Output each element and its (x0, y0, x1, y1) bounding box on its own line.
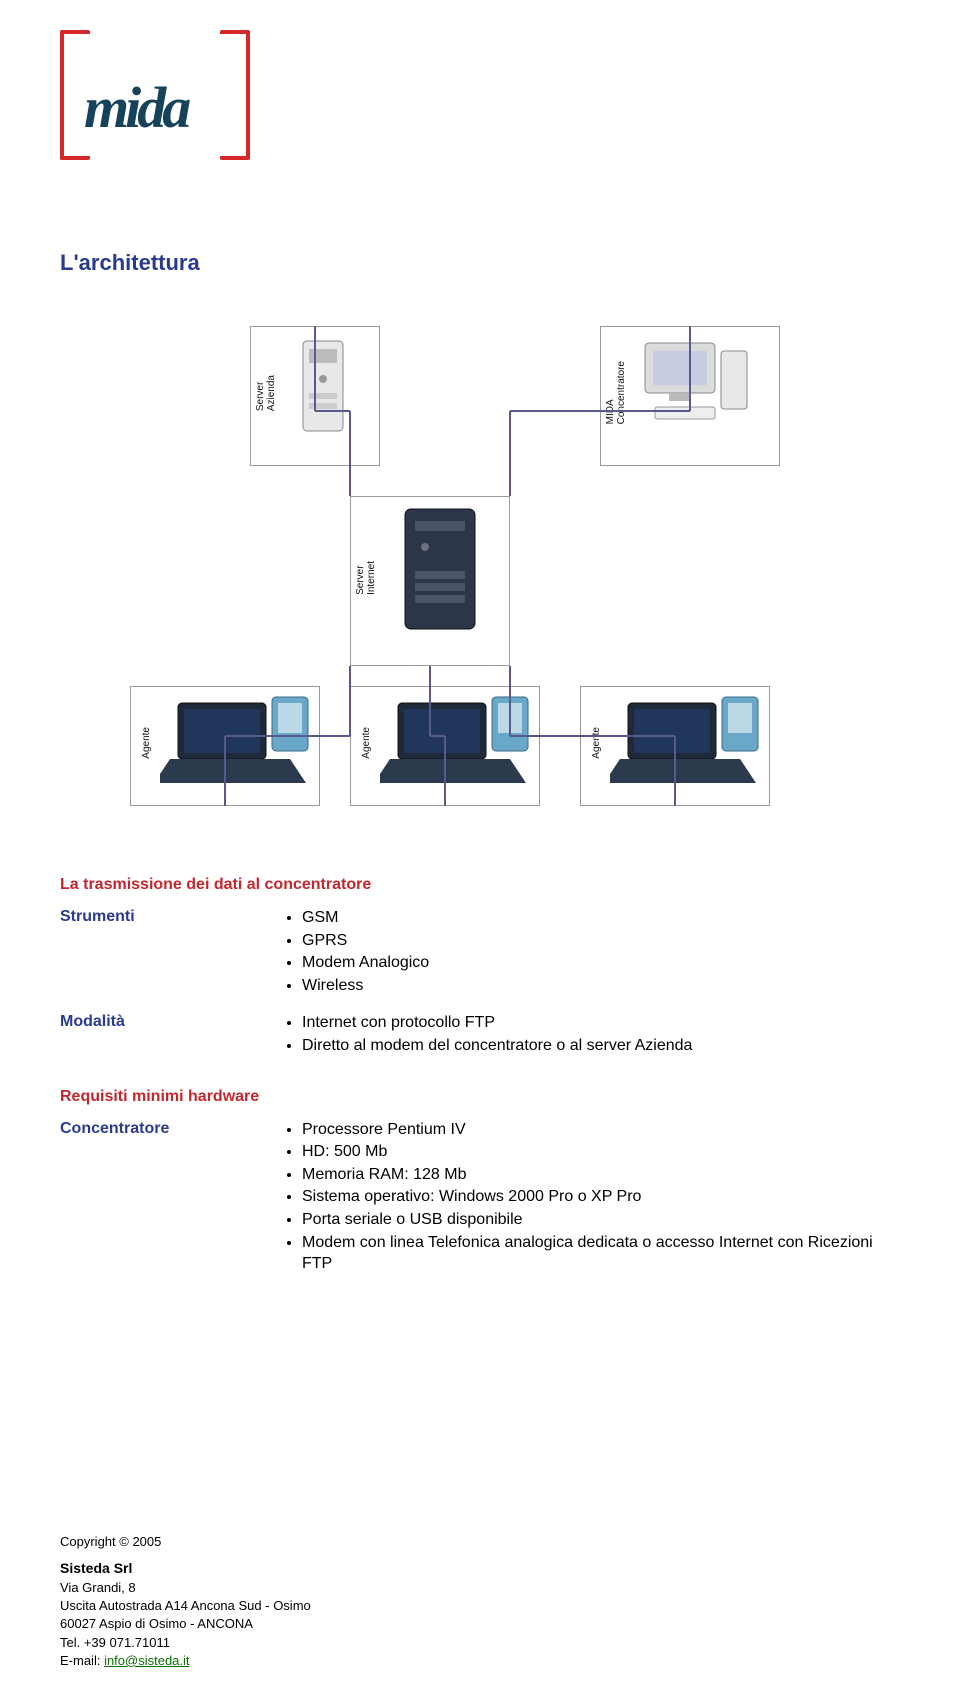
footer-line: 60027 Aspio di Osimo - ANCONA (60, 1615, 311, 1633)
diagram-edge (689, 326, 691, 411)
list-item: Porta seriale o USB disponibile (302, 1209, 900, 1231)
footer-address: Via Grandi, 8Uscita Autostrada A14 Ancon… (60, 1579, 311, 1652)
node-label: MIDA Concentratore (605, 361, 627, 424)
diagram-edge (315, 410, 350, 412)
diagram-edge (444, 736, 446, 806)
logo-block: mida (60, 30, 900, 170)
company-name: Sisteda Srl (60, 1559, 311, 1579)
requisiti-heading: Requisiti minimi hardware (60, 1088, 900, 1106)
tower-icon (285, 333, 375, 453)
diagram-edge (510, 410, 690, 412)
email-link[interactable]: info@sisteda.it (104, 1653, 189, 1668)
list-item: Diretto al modem del concentratore o al … (302, 1035, 900, 1057)
node-label: Server Azienda (255, 375, 277, 411)
node-label: Agente (141, 727, 152, 759)
list-item: Memoria RAM: 128 Mb (302, 1164, 900, 1186)
diagram-edge (509, 666, 511, 736)
list-item: GSM (302, 907, 900, 929)
modalita-label: Modalità (60, 1011, 280, 1031)
diagram-edge (349, 411, 351, 496)
footer-email: E-mail: info@sisteda.it (60, 1652, 311, 1670)
node-label: Agente (361, 727, 372, 759)
diagram-edge (510, 735, 675, 737)
list-item: Wireless (302, 975, 900, 997)
copyright: Copyright © 2005 (60, 1533, 311, 1551)
logo-wordmark: mida (84, 74, 187, 141)
diagram-edge (429, 666, 431, 736)
modalita-row: Modalità Internet con protocollo FTPDire… (60, 1011, 900, 1057)
diagram-edge (509, 411, 511, 496)
node-label: Server Internet (355, 561, 377, 595)
bracket-right-icon (220, 30, 250, 160)
concentratore-row: Concentratore Processore Pentium IVHD: 5… (60, 1118, 900, 1276)
requisiti-list: Processore Pentium IVHD: 500 MbMemoria R… (302, 1119, 900, 1275)
diagram-edge (349, 666, 351, 736)
laptop-icon (160, 693, 310, 793)
spec-table: Strumenti GSMGPRSModem AnalogicoWireless… (60, 906, 900, 1058)
email-prefix: E-mail: (60, 1653, 104, 1668)
transmission-heading: La trasmissione dei dati al concentrator… (60, 876, 900, 894)
node-label: Agente (591, 727, 602, 759)
server-icon (385, 503, 505, 653)
page-footer: Copyright © 2005 Sisteda Srl Via Grandi,… (60, 1533, 311, 1670)
footer-line: Uscita Autostrada A14 Ancona Sud - Osimo (60, 1597, 311, 1615)
strumenti-list: GSMGPRSModem AnalogicoWireless (302, 907, 900, 996)
footer-line: Tel. +39 071.71011 (60, 1634, 311, 1652)
diagram-edge (430, 735, 445, 737)
list-item: GPRS (302, 930, 900, 952)
desktop-icon (635, 333, 775, 453)
list-item: Internet con protocollo FTP (302, 1012, 900, 1034)
laptop-icon (380, 693, 530, 793)
list-item: HD: 500 Mb (302, 1141, 900, 1163)
architecture-diagram: Server Azienda MIDA Concentratore Server I… (60, 316, 790, 816)
footer-line: Via Grandi, 8 (60, 1579, 311, 1597)
list-item: Modem con linea Telefonica analogica ded… (302, 1232, 900, 1275)
diagram-node-server-internet: Server Internet (350, 496, 510, 666)
laptop-icon (610, 693, 760, 793)
list-item: Modem Analogico (302, 952, 900, 974)
diagram-edge (225, 735, 350, 737)
list-item: Processore Pentium IV (302, 1119, 900, 1141)
modalita-list: Internet con protocollo FTPDiretto al mo… (302, 1012, 900, 1056)
diagram-edge (674, 736, 676, 806)
diagram-edge (224, 736, 226, 806)
strumenti-row: Strumenti GSMGPRSModem AnalogicoWireless (60, 906, 900, 997)
mida-logo: mida (60, 30, 250, 170)
strumenti-label: Strumenti (60, 906, 280, 926)
diagram-edge (314, 326, 316, 411)
concentratore-label: Concentratore (60, 1118, 280, 1138)
list-item: Sistema operativo: Windows 2000 Pro o XP… (302, 1186, 900, 1208)
page-title: L'architettura (60, 250, 900, 276)
